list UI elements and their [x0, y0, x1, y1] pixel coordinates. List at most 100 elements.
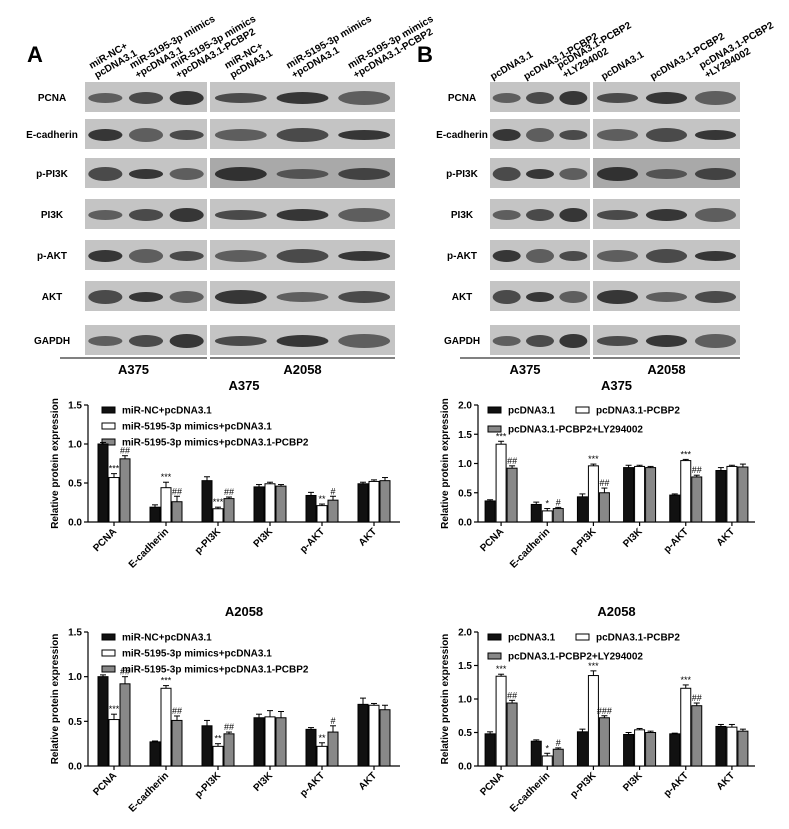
bar [598, 717, 610, 767]
y-tick-label: 1.0 [458, 695, 472, 706]
error-bar [728, 723, 735, 728]
bar [119, 683, 131, 767]
blot-band [596, 336, 639, 346]
blot-band [338, 334, 391, 348]
error-bar [498, 440, 505, 445]
blot-band [128, 335, 164, 347]
error-bar [498, 673, 505, 677]
y-tick-label: 1.5 [458, 661, 472, 672]
legend-swatch [575, 633, 590, 641]
blot-band [276, 335, 329, 347]
legend-swatch [487, 425, 502, 433]
significance-label: *** [161, 676, 172, 686]
blot-row-label: PCNA [38, 93, 66, 104]
error-bar [625, 464, 632, 468]
x-tick-label: p-PI3K [568, 526, 599, 557]
error-bar [267, 481, 273, 484]
x-tick-label: AKT [715, 770, 737, 792]
bar [253, 717, 265, 767]
blot-row-label: PI3K [41, 210, 64, 221]
bar [201, 725, 213, 767]
blot-band [88, 336, 123, 346]
x-tick-label: p-PI3K [568, 770, 599, 801]
chart-title: A2058 [225, 604, 263, 619]
bar [598, 492, 610, 523]
chart-title: A375 [601, 378, 632, 393]
blot-band [338, 91, 391, 105]
significance-label: ** [318, 733, 326, 743]
error-bar [122, 455, 128, 459]
error-bar [601, 715, 608, 718]
blot-band [128, 249, 164, 263]
x-tick-label: p-AKT [662, 770, 691, 799]
significance-label: *** [588, 454, 599, 464]
y-tick-label: 1.0 [68, 440, 82, 451]
blot-band [338, 208, 391, 222]
blot-band [526, 169, 554, 179]
blot-row-label: p-AKT [37, 251, 67, 262]
legend-label: pcDNA3.1 [508, 406, 556, 417]
blot-band [645, 128, 688, 142]
blot-row-label: GAPDH [444, 336, 480, 347]
bar [530, 740, 542, 767]
x-tick-label: E-cadherin [127, 526, 171, 570]
blot-band [492, 290, 521, 304]
error-bar [544, 508, 551, 511]
error-bar [509, 465, 516, 469]
error-bar [204, 476, 210, 481]
bar [726, 465, 738, 523]
blot-band [694, 130, 737, 140]
bar [506, 467, 518, 523]
bar [715, 725, 727, 767]
blot-band [596, 167, 639, 181]
significance-label: # [330, 486, 335, 496]
blot-band [559, 334, 588, 348]
bar [357, 703, 369, 767]
blot-band [88, 129, 123, 141]
significance-label: ** [318, 494, 326, 504]
error-bar [204, 719, 210, 726]
error-bar [382, 704, 388, 710]
y-axis-label: Relative protein expression [440, 398, 451, 529]
blot-band [169, 208, 204, 222]
legend-swatch [101, 649, 116, 657]
error-bar [739, 463, 746, 468]
x-tick-label: PI3K [252, 770, 276, 794]
error-bar [278, 484, 284, 487]
legend-label: pcDNA3.1 [508, 633, 556, 644]
significance-label: *** [109, 704, 120, 714]
bar [264, 483, 276, 523]
y-tick-label: 0.0 [68, 518, 82, 529]
blot-row-label: GAPDH [34, 336, 70, 347]
error-bar [590, 463, 597, 466]
group-label: A375 [118, 362, 149, 377]
error-bar [728, 464, 735, 467]
blot-band [694, 91, 737, 105]
error-bar [371, 702, 377, 706]
x-tick-label: AKT [357, 770, 379, 792]
bar [541, 510, 553, 523]
blot-band [214, 93, 267, 103]
blot-band [88, 250, 123, 262]
blot-row-label: p-AKT [447, 251, 477, 262]
legend-label: miR-5195-3p mimics+pcDNA3.1-PCBP2 [122, 665, 309, 676]
error-bar [215, 743, 221, 747]
bar [160, 487, 172, 523]
blot-band [169, 334, 204, 348]
bar [379, 480, 391, 523]
significance-label: *** [213, 497, 224, 507]
significance-label: # [556, 738, 561, 748]
y-tick-label: 0.5 [68, 479, 82, 490]
legend-label: miR-NC+pcDNA3.1 [122, 406, 212, 417]
error-bar [100, 441, 106, 444]
bar [171, 501, 183, 523]
bar [368, 704, 380, 767]
blot-band [694, 291, 737, 303]
blot-band [526, 292, 554, 302]
x-tick-label: p-AKT [298, 770, 327, 799]
error-bar [122, 676, 128, 684]
blot-band [338, 168, 391, 180]
bar [253, 486, 265, 523]
x-tick-label: PCNA [91, 526, 119, 554]
bar [275, 485, 287, 523]
